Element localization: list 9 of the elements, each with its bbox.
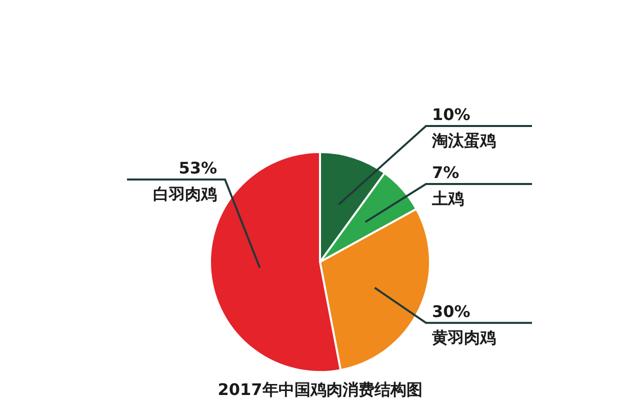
data-label: 10% xyxy=(432,105,470,124)
data-label: 30% xyxy=(432,302,470,321)
slice-label: 白羽肉鸡 xyxy=(153,184,217,204)
slice-label: 土鸡 xyxy=(431,189,464,208)
slice-label: 淘汰蛋鸡 xyxy=(431,131,496,150)
slice-label: 黄羽肉鸡 xyxy=(431,328,496,347)
text: 2017年中国鸡肉消费结构图 xyxy=(218,380,422,399)
data-label: 53% xyxy=(178,158,217,178)
data-label: 7% xyxy=(432,163,460,182)
